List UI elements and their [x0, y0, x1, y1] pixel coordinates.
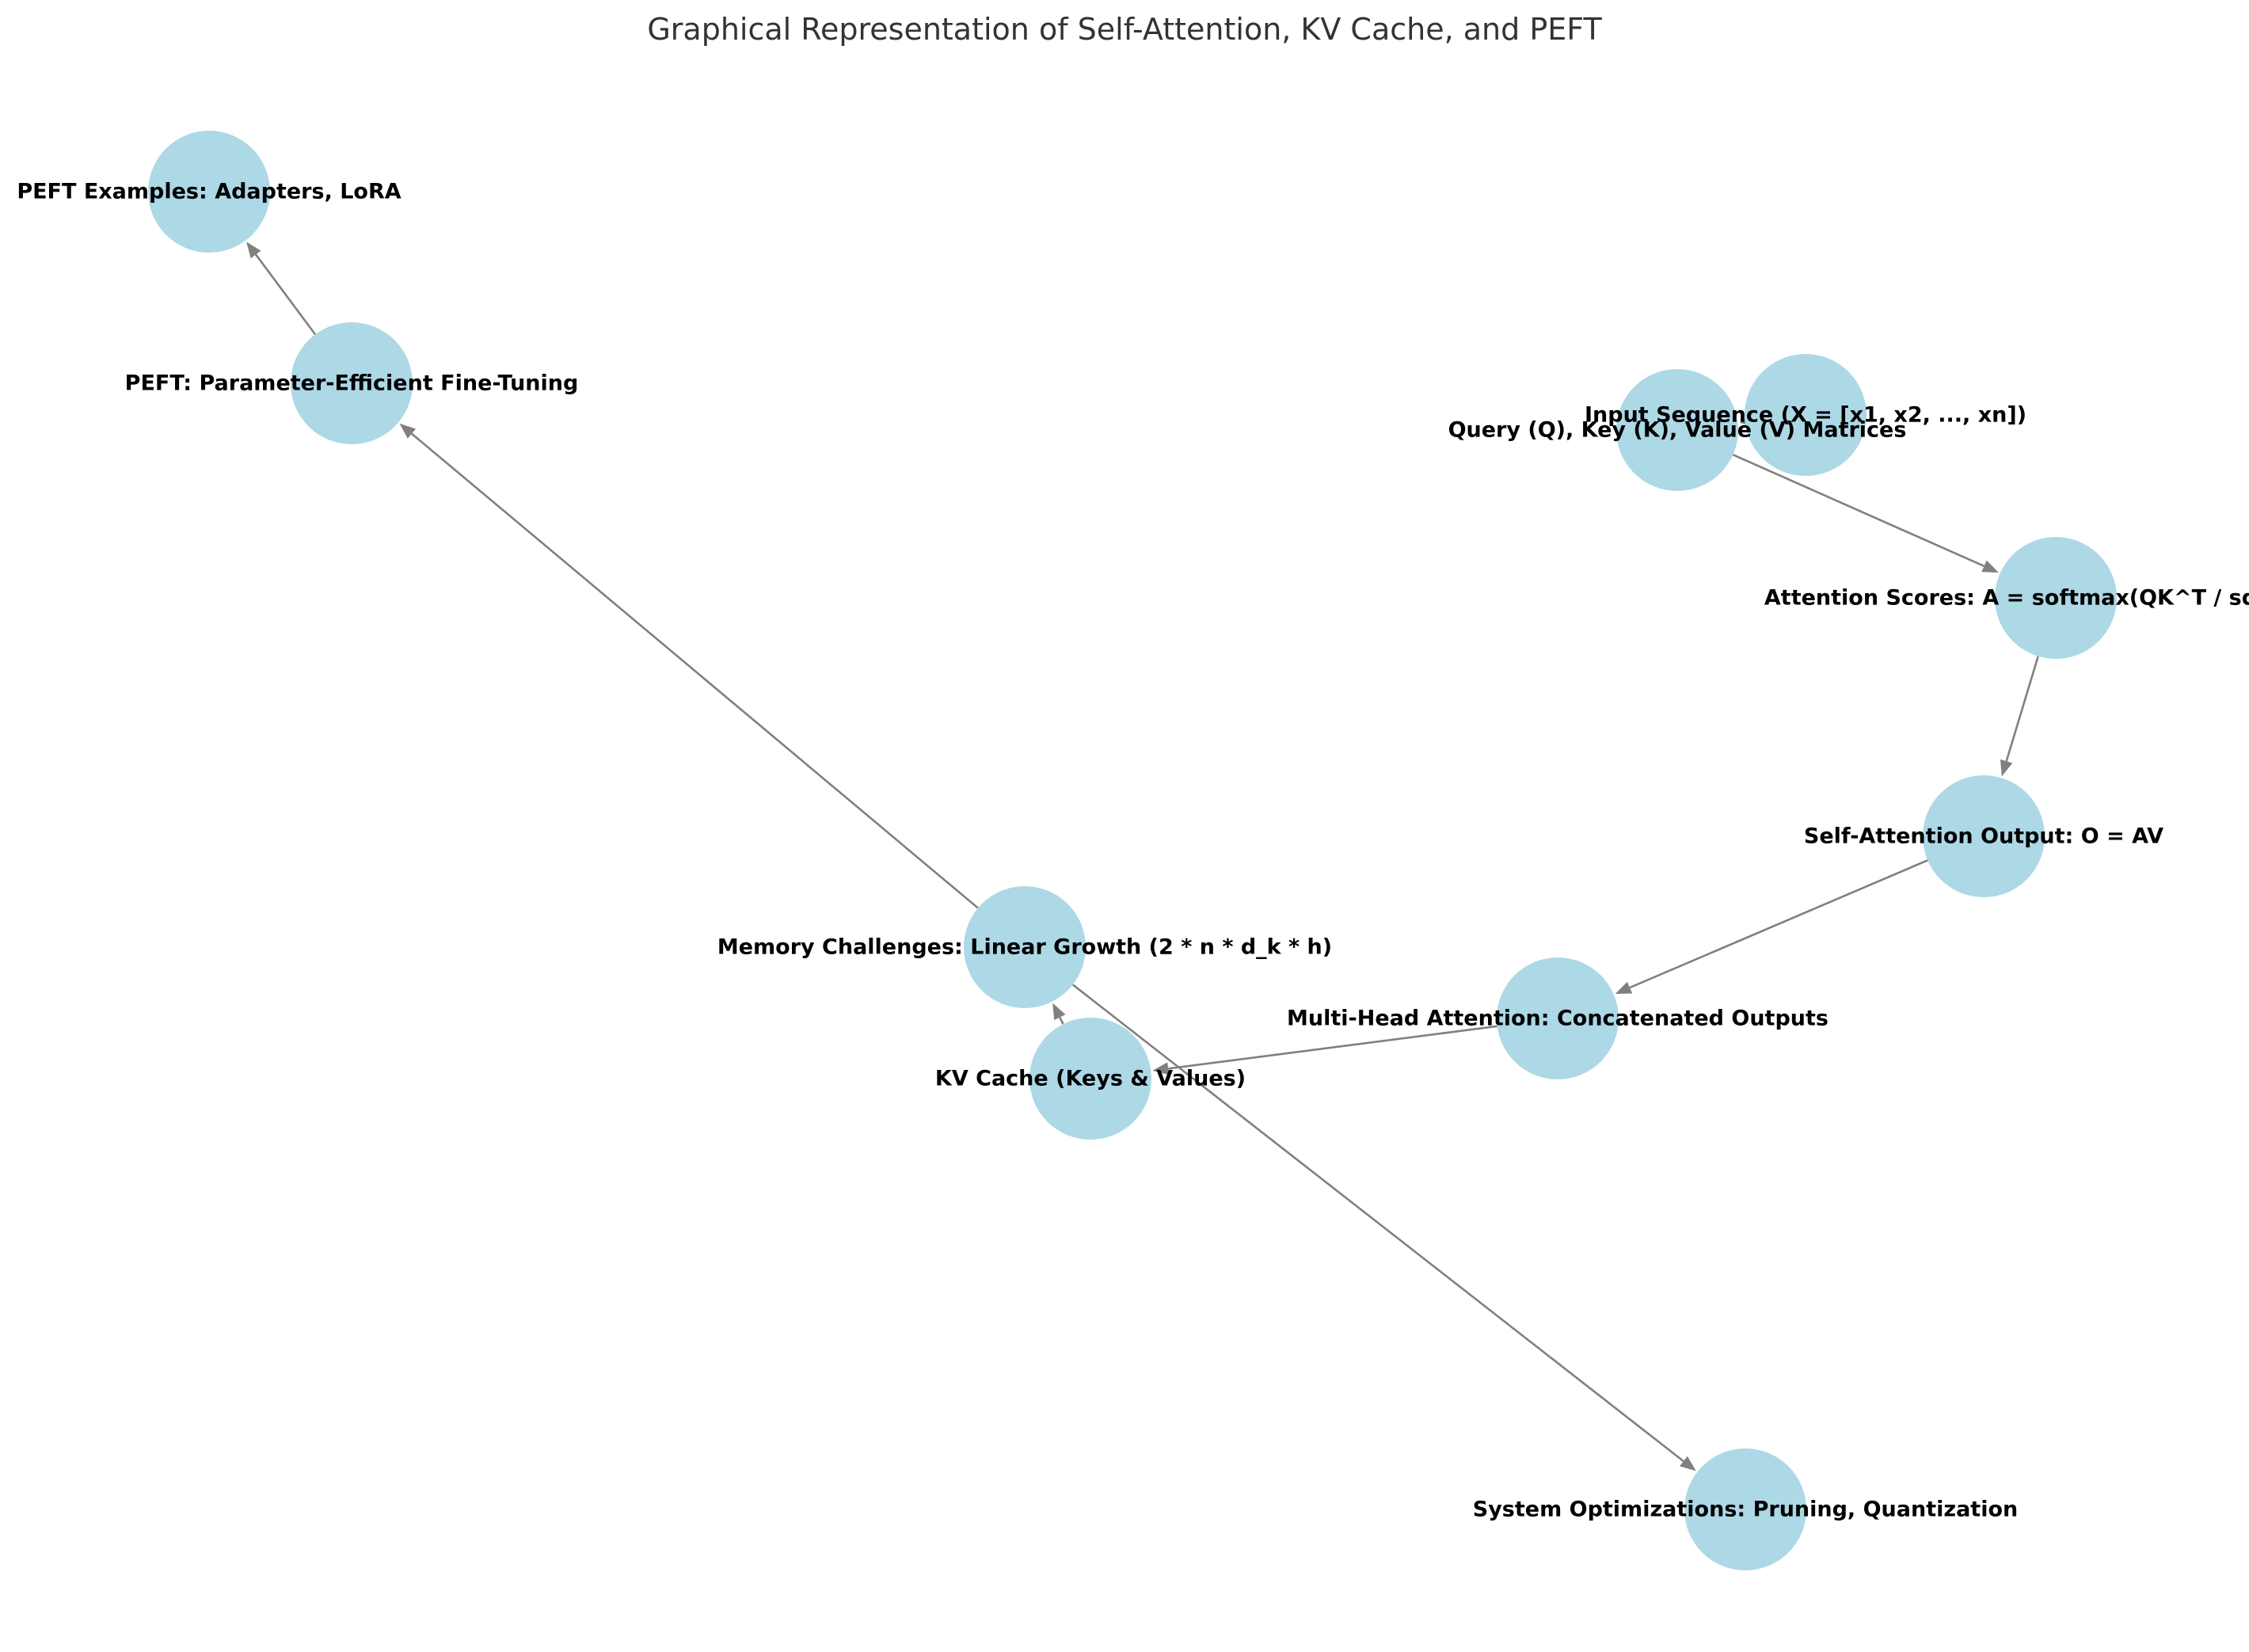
node-input — [1745, 354, 1867, 476]
node-label-output: Self-Attention Output: O = AV — [1804, 824, 2163, 849]
edge-line — [411, 432, 979, 909]
node-output — [1923, 775, 2045, 897]
diagram-title: Graphical Representation of Self-Attenti… — [647, 12, 1602, 47]
edge-memory-to-sysopt — [1071, 984, 1696, 1471]
node-qkv — [1616, 369, 1738, 491]
node-peftex — [148, 131, 270, 253]
edge-kvcache-to-memory — [1052, 1003, 1066, 1025]
labels-layer: Input Sequence (X = [x1, x2, ..., xn])Qu… — [17, 180, 2249, 1522]
arrow-head-icon — [1981, 560, 1999, 573]
edge-line — [1732, 454, 1985, 568]
node-scores — [1995, 537, 2117, 659]
node-peft — [291, 322, 413, 444]
edge-line — [1168, 1025, 1497, 1070]
edge-multihead-to-kvcache — [1152, 1025, 1497, 1075]
node-label-multihead: Multi-Head Attention: Concatenated Outpu… — [1287, 1007, 1829, 1031]
node-label-memory: Memory Challenges: Linear Growth (2 * n … — [717, 935, 1332, 960]
node-label-scores: Attention Scores: A = softmax(QK^T / sqr… — [1764, 586, 2249, 611]
arrow-head-icon — [1680, 1456, 1696, 1471]
edge-scores-to-output — [2000, 656, 2039, 777]
node-label-peft: PEFT: Parameter-Efficient Fine-Tuning — [125, 371, 579, 396]
node-memory — [964, 886, 1086, 1008]
edge-memory-to-peft — [399, 423, 979, 909]
edge-line — [1071, 984, 1684, 1463]
edge-line — [1629, 859, 1928, 989]
node-sysopt — [1684, 1448, 1806, 1570]
arrow-head-icon — [2000, 759, 2013, 777]
edge-line — [2005, 656, 2039, 762]
edge-peft-to-peftex — [246, 242, 317, 335]
node-label-qkv: Query (Q), Key (K), Value (V) Matrices — [1448, 418, 1907, 443]
edge-line — [255, 253, 317, 335]
arrow-head-icon — [246, 242, 261, 259]
arrow-head-icon — [399, 423, 417, 439]
edges-layer — [246, 242, 2039, 1471]
arrow-head-icon — [1615, 981, 1633, 994]
node-label-input: Input Sequence (X = [x1, x2, ..., xn]) — [1585, 403, 2026, 428]
nodes-layer — [148, 131, 2117, 1570]
node-label-sysopt: System Optimizations: Pruning, Quantizat… — [1473, 1498, 2019, 1522]
node-label-kvcache: KV Cache (Keys & Values) — [935, 1067, 1246, 1091]
node-label-peftex: PEFT Examples: Adapters, LoRA — [17, 180, 401, 204]
node-kvcache — [1029, 1018, 1151, 1140]
edge-output-to-multihead — [1615, 859, 1928, 994]
arrow-head-icon — [1052, 1003, 1066, 1021]
node-multihead — [1497, 957, 1619, 1079]
edge-line — [1059, 1016, 1064, 1025]
edge-qkv-to-scores — [1732, 454, 1999, 573]
arrow-head-icon — [1152, 1062, 1170, 1075]
